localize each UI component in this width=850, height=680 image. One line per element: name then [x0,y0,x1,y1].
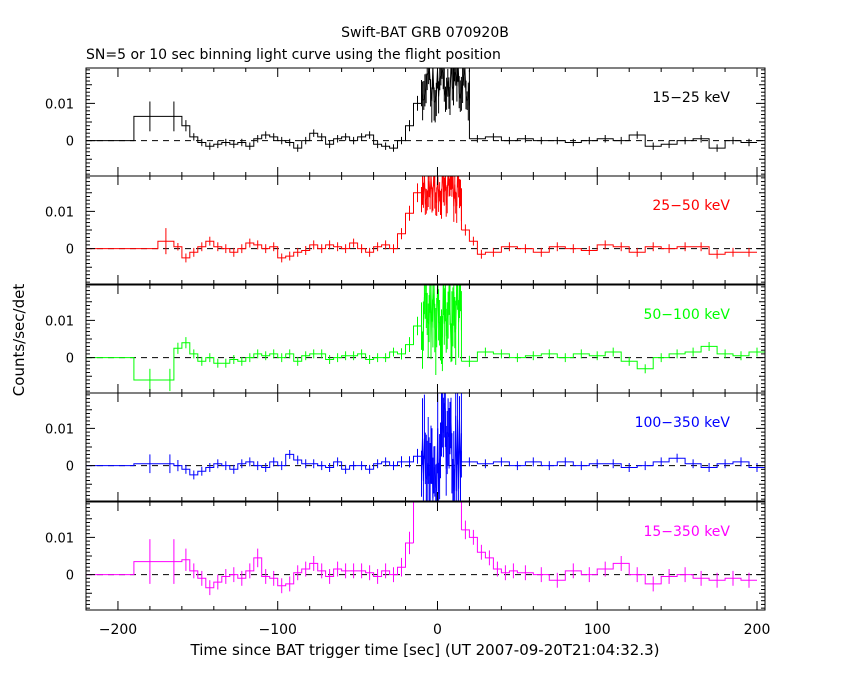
y-axis-label: Counts/sec/det [10,284,28,397]
y-tick-label: 0 [66,569,74,584]
burst-curve [421,285,462,348]
x-tick-label: 100 [584,622,611,638]
x-tick-label: −100 [258,622,296,638]
band-label: 25−50 keV [652,198,730,214]
band-label: 15−25 keV [652,90,730,106]
step-line-pre [86,325,422,381]
y-tick-label: 0 [66,352,74,367]
step-line-post [469,134,757,149]
x-axis-label: Time since BAT trigger time [sec] (UT 20… [190,641,660,659]
panels-group: 0 0.01 15−25 keV 0 0.01 25−50 keV 0 0.01 50−100 … [45,67,771,638]
chart-subtitle: SN=5 or 10 sec binning light curve using… [86,47,501,63]
step-line-pre [86,102,422,149]
x-tick-label: −200 [99,622,137,638]
panel-15-25: 0 0.01 15−25 keV [45,67,766,177]
step-line-post [461,529,757,585]
band-label: 15−350 keV [643,524,730,540]
panel-15-350: 0 0.01 15−350 keV [45,501,766,611]
burst-curve [421,176,462,208]
band-label: 50−100 keV [643,307,730,323]
y-tick-label: 0.01 [45,531,74,546]
y-tick-label: 0 [66,135,74,150]
series-15-25 [86,68,757,152]
series-25-50 [86,176,757,263]
y-tick-label: 0 [66,460,74,475]
panel-25-50: 0 0.01 25−50 keV [45,175,766,285]
step-line-post [461,457,765,468]
x-tick-label: 200 [744,622,771,638]
burst-curve [421,68,470,103]
y-tick-label: 0.01 [45,314,74,329]
burst-curve [421,402,462,499]
series-15-350 [86,502,757,596]
y-tick-label: 0.01 [45,97,74,112]
band-label: 100−350 keV [635,415,731,431]
chart-title: Swift-BAT GRB 070920B [341,25,509,41]
series-100-350 [86,393,765,501]
y-tick-label: 0 [66,243,74,258]
series-50-100 [86,285,765,392]
y-tick-label: 0.01 [45,422,74,437]
panel-100-350: 0 0.01 100−350 keV [45,392,766,502]
x-tick-label: 0 [433,622,442,638]
panel-50-100: 0 0.01 50−100 keV [45,284,766,394]
y-tick-label: 0.01 [45,205,74,220]
step-line-pre [86,542,414,589]
